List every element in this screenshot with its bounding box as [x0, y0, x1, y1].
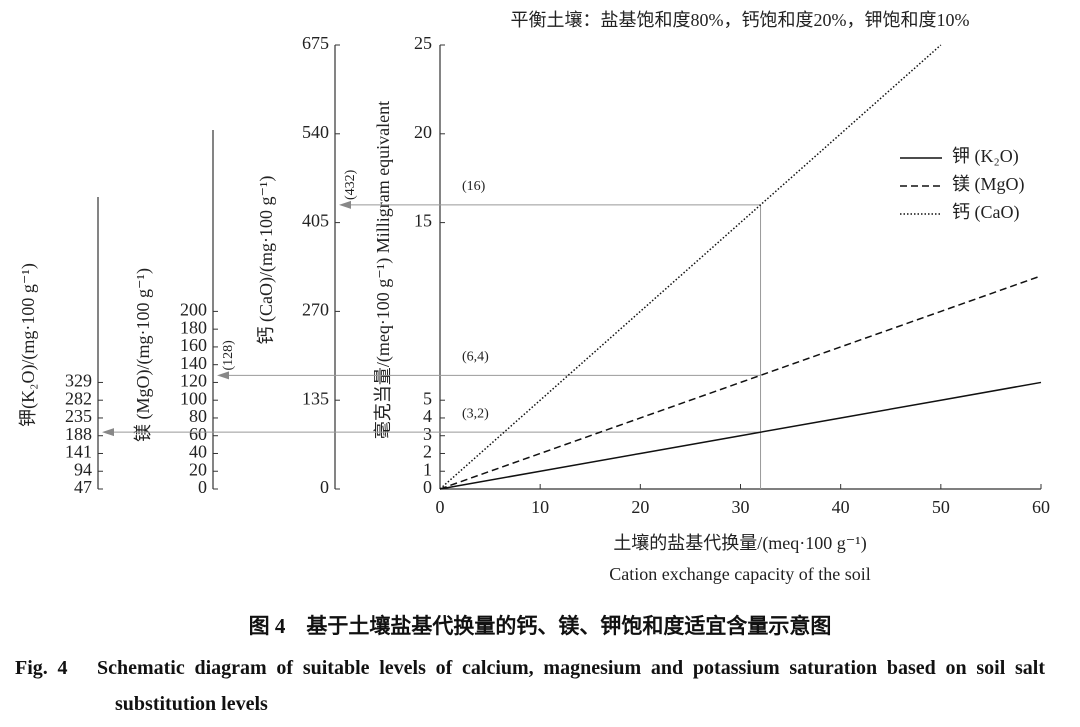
extra-tick-label: 80 — [189, 406, 207, 426]
x-tick-label: 60 — [1032, 497, 1050, 517]
x-tick-label: 50 — [932, 497, 950, 517]
reference-axis-label: (128) — [221, 340, 236, 371]
extra-tick-label: 135 — [302, 388, 329, 408]
extra-axis-label: 钾(K₂O)/(mg·100 g⁻¹) — [18, 263, 39, 427]
extra-tick-label: 329 — [65, 371, 92, 391]
y-tick-label: 2 — [423, 442, 432, 462]
y-tick-label: 15 — [414, 211, 432, 231]
y-tick-label: 5 — [423, 388, 432, 408]
extra-tick-label: 270 — [302, 300, 329, 320]
arrow-head — [217, 371, 229, 380]
extra-tick-label: 160 — [180, 335, 207, 355]
legend-label: 镁 (MgO) — [952, 174, 1025, 195]
reference-axis-label: (432) — [343, 169, 358, 200]
x-tick-label: 40 — [832, 497, 850, 517]
reference-label: (16) — [462, 179, 486, 194]
legend-label: 钾 (K₂O) — [952, 146, 1019, 167]
x-tick-label: 0 — [436, 497, 445, 517]
y-tick-label: 25 — [414, 33, 432, 53]
extra-tick-label: 100 — [180, 388, 207, 408]
caption-cn: 图 4 基于土壤盐基代换量的钙、镁、钾饱和度适宜含量示意图 — [248, 614, 832, 638]
extra-tick-label: 405 — [302, 211, 329, 231]
reference-label: (3,2) — [462, 406, 489, 421]
series-line — [439, 381, 1042, 490]
x-tick-label: 20 — [631, 497, 649, 517]
y-axis-label: 毫克当量/(meq·100 g⁻¹) Milligram equivalent — [373, 101, 394, 439]
extra-tick-label: 235 — [65, 406, 92, 426]
extra-tick-label: 188 — [65, 424, 92, 444]
x-axis-label-en: Cation exchange capacity of the soil — [609, 564, 870, 584]
y-tick-label: 1 — [423, 459, 432, 479]
arrow-head — [102, 428, 114, 437]
extra-tick-label: 94 — [74, 459, 92, 479]
caption-en: Fig. 4 Schematic diagram of suitable lev… — [15, 657, 1045, 715]
legend-label: 钙 (CaO) — [952, 202, 1019, 223]
extra-tick-label: 120 — [180, 371, 207, 391]
y-tick-label: 0 — [423, 477, 432, 497]
y-tick-label: 4 — [423, 406, 432, 426]
extra-axis-label: 钙 (CaO)/(mg·100 g⁻¹) — [256, 176, 277, 345]
extra-axis-label: 镁 (MgO)/(mg·100 g⁻¹) — [133, 268, 154, 442]
extra-tick-label: 40 — [189, 442, 207, 462]
extra-tick-label: 180 — [180, 317, 207, 337]
x-tick-label: 30 — [732, 497, 750, 517]
extra-tick-label: 47 — [74, 477, 92, 497]
extra-tick-label: 60 — [189, 424, 207, 444]
extra-tick-label: 282 — [65, 388, 92, 408]
extra-tick-label: 540 — [302, 122, 329, 142]
extra-tick-label: 20 — [189, 459, 207, 479]
extra-tick-label: 0 — [320, 477, 329, 497]
y-tick-label: 3 — [423, 424, 432, 444]
extra-tick-label: 141 — [65, 442, 92, 462]
chart: 平衡土壤：盐基饱和度80%，钙饱和度20%，钾饱和度10% 土壤的盐基代换量/(… — [18, 10, 1050, 584]
series-line — [439, 44, 942, 490]
y-tick-label: 20 — [414, 122, 432, 142]
extra-tick-label: 675 — [302, 33, 329, 53]
x-tick-label: 10 — [531, 497, 549, 517]
extra-tick-label: 200 — [180, 300, 207, 320]
reference-label: (6,4) — [462, 350, 489, 365]
chart-title: 平衡土壤：盐基饱和度80%，钙饱和度20%，钾饱和度10% — [511, 10, 970, 30]
extra-tick-label: 0 — [198, 477, 207, 497]
arrow-head — [339, 200, 351, 209]
series-line — [439, 275, 1042, 490]
x-axis-label: 土壤的盐基代换量/(meq·100 g⁻¹) — [613, 533, 866, 554]
extra-tick-label: 140 — [180, 353, 207, 373]
